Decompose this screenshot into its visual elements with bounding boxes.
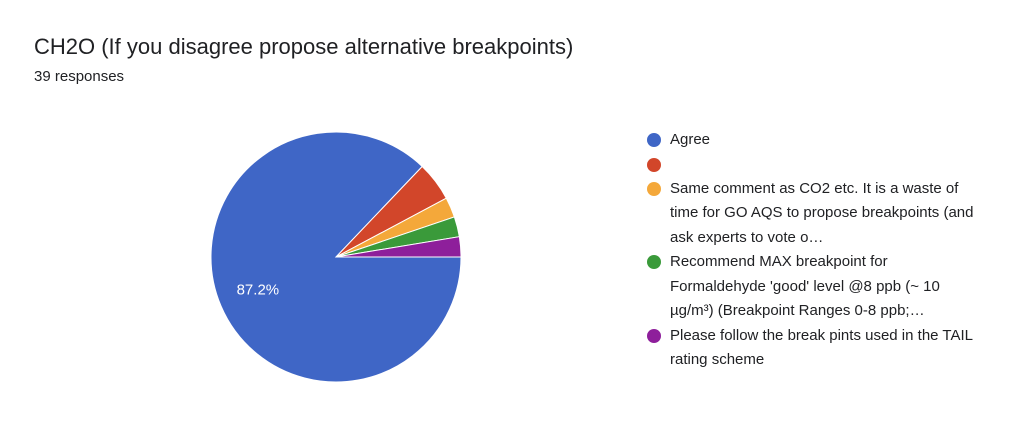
legend-swatch bbox=[647, 255, 661, 269]
legend-label: Recommend MAX breakpoint for Formaldehyd… bbox=[670, 253, 940, 319]
legend-label: Please follow the break pints used in th… bbox=[670, 326, 973, 369]
legend-item: Same comment as CO2 etc. It is a waste o… bbox=[646, 177, 976, 251]
legend-item: Agree bbox=[646, 128, 976, 153]
response-count: 39 responses bbox=[34, 68, 125, 85]
legend-item: Recommend MAX breakpoint for Formaldehyd… bbox=[646, 250, 976, 324]
legend-swatch bbox=[647, 157, 661, 172]
legend-swatch bbox=[647, 181, 661, 196]
legend-swatch bbox=[647, 328, 661, 343]
legend-item: Please follow the break pints used in th… bbox=[646, 324, 976, 373]
legend: Agree Same comment as CO2 etc. It is a wa… bbox=[646, 128, 976, 373]
legend-label: Agree bbox=[670, 131, 711, 148]
chart: 87.2% bbox=[210, 131, 462, 383]
pie-slice bbox=[335, 236, 462, 258]
chart-title: CH2O (If you disagree propose alternativ… bbox=[34, 34, 574, 59]
legend-item bbox=[646, 153, 976, 177]
legend-label: Same comment as CO2 etc. It is a waste o… bbox=[670, 179, 974, 246]
slice-label: 87.2% bbox=[237, 281, 280, 298]
legend-swatch bbox=[647, 133, 661, 147]
